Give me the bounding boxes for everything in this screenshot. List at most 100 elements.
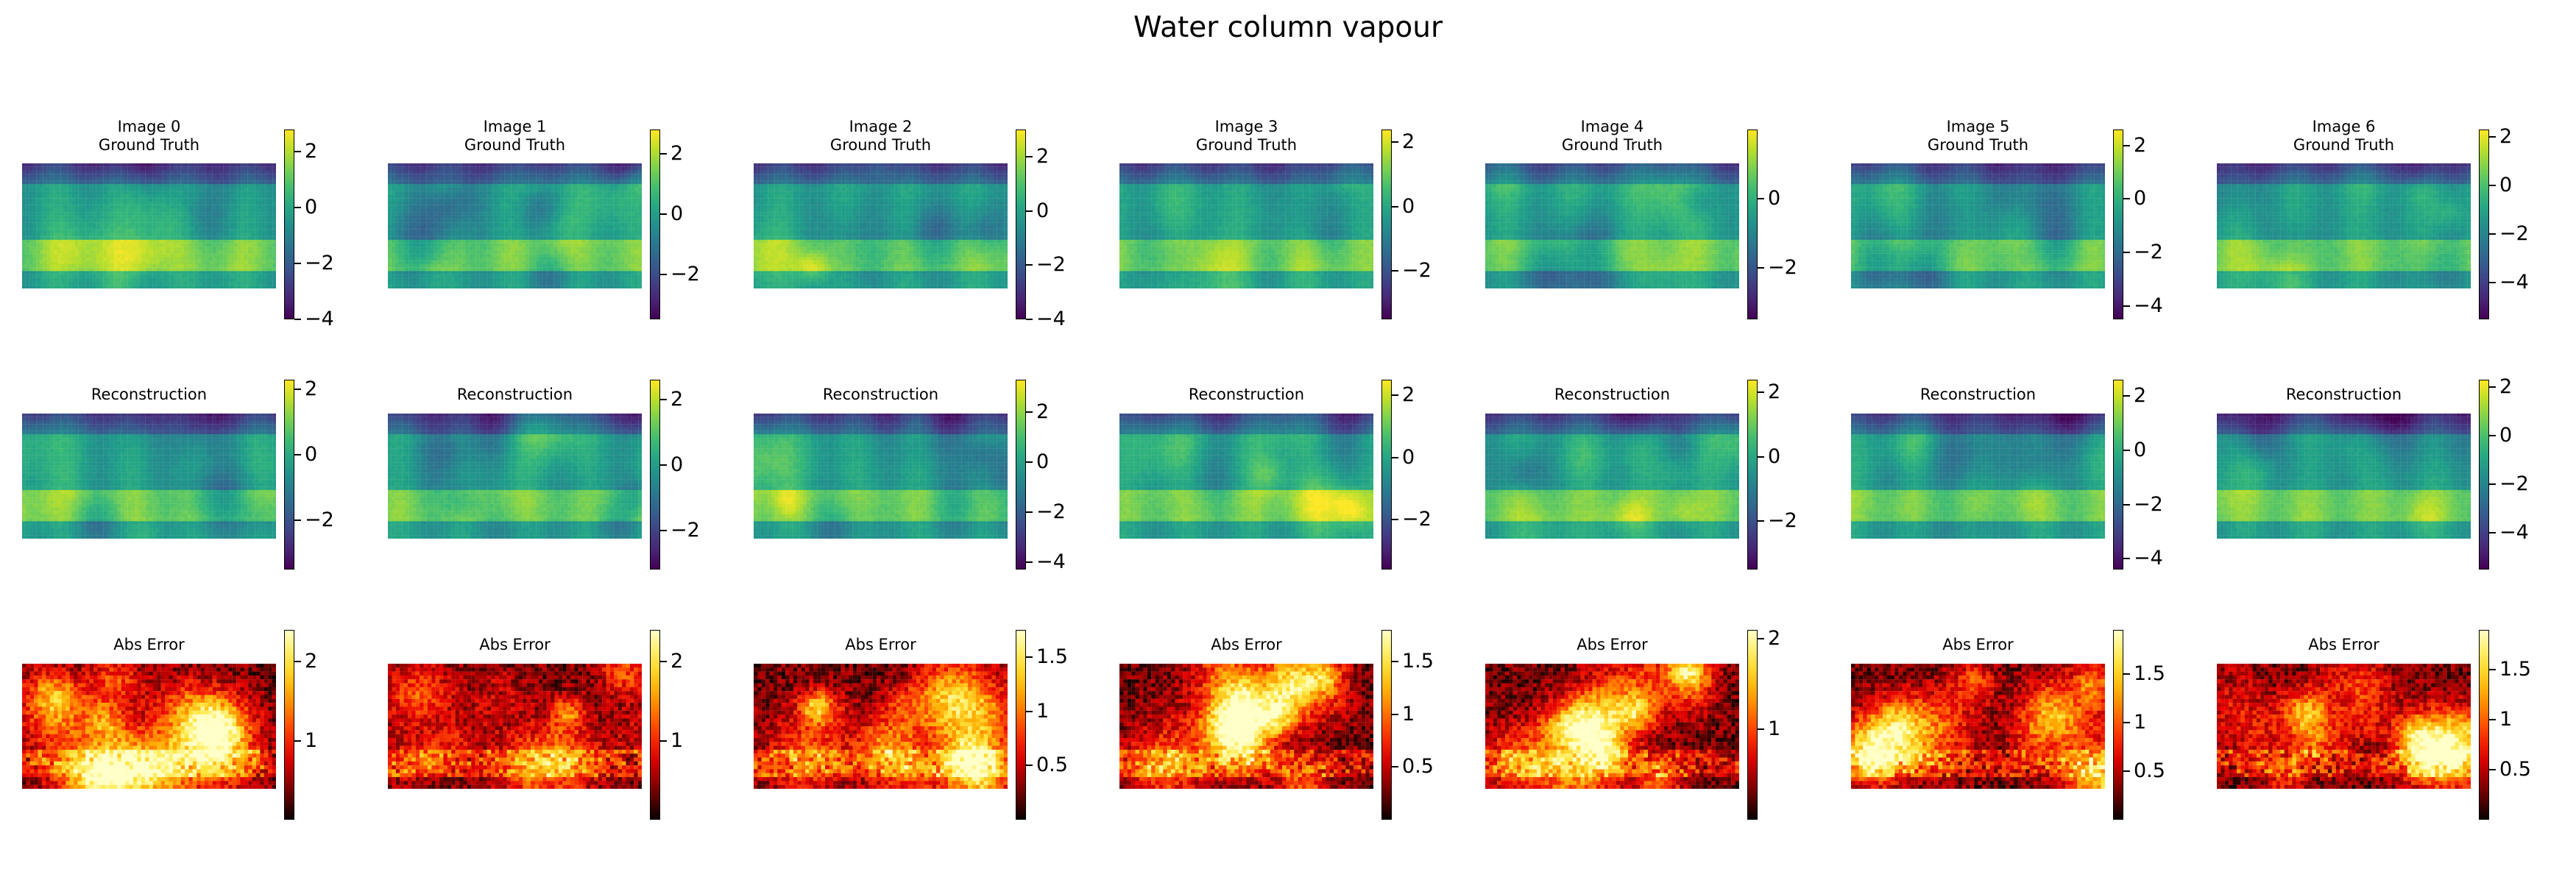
colorbar-tick-label-abs-error-5-1: 1: [2134, 711, 2146, 734]
heatmap-abs-error-4: [1485, 664, 1739, 789]
colorbar-tick-label-ground-truth-0-1: 0: [305, 196, 317, 219]
colorbar-tick-ground-truth-6-2: [2489, 233, 2496, 235]
colorbar-tick-ground-truth-5-0: [2123, 144, 2130, 146]
colorbar-tick-label-reconstruction-5-1: 0: [2134, 439, 2146, 461]
panel-title-ground-truth-6: Image 6 Ground Truth: [2217, 118, 2471, 155]
heatmap-abs-error-3: [1119, 664, 1373, 789]
panel-title-reconstruction-2: Reconstruction: [754, 386, 1008, 404]
colorbar-tick-label-ground-truth-0-2: −2: [305, 252, 334, 274]
colorbar-tick-label-abs-error-3-1: 1: [1402, 703, 1415, 726]
colorbar-tick-label-reconstruction-2-3: −4: [1036, 550, 1066, 573]
colorbar-tick-label-reconstruction-0-1: 0: [305, 444, 317, 466]
colorbar-ground-truth-1: [650, 130, 660, 319]
colorbar-tick-label-ground-truth-0-3: −4: [305, 308, 334, 330]
colorbar-tick-label-reconstruction-2-1: 0: [1036, 451, 1049, 473]
colorbar-tick-label-abs-error-6-0: 1.5: [2499, 659, 2531, 681]
heatmap-ground-truth-1: [388, 163, 642, 288]
colorbar-tick-abs-error-6-0: [2489, 669, 2496, 671]
heatmap-ground-truth-0: [22, 163, 276, 288]
colorbar-reconstruction-3: [1381, 380, 1392, 570]
colorbar-tick-label-abs-error-2-0: 1.5: [1036, 645, 1068, 668]
colorbar-tick-label-reconstruction-5-2: −2: [2134, 493, 2163, 516]
colorbar-tick-label-reconstruction-0-2: −2: [305, 509, 334, 531]
colorbar-tick-reconstruction-0-2: [294, 519, 301, 522]
colorbar-tick-reconstruction-2-0: [1026, 411, 1033, 414]
colorbar-tick-label-abs-error-1-0: 2: [670, 650, 683, 673]
colorbar-tick-abs-error-0-1: [294, 740, 301, 742]
colorbar-tick-label-ground-truth-3-2: −2: [1402, 260, 1432, 282]
colorbar-tick-ground-truth-2-3: [1026, 319, 1033, 320]
colorbar-abs-error-6: [2479, 630, 2489, 820]
colorbar-tick-ground-truth-5-3: [2123, 305, 2130, 307]
colorbar-tick-reconstruction-1-1: [660, 464, 667, 466]
figure-title: Water column vapour: [0, 10, 2576, 46]
colorbar-tick-label-abs-error-6-1: 1: [2499, 709, 2512, 731]
colorbar-tick-reconstruction-2-1: [1026, 461, 1033, 464]
colorbar-tick-reconstruction-5-3: [2123, 558, 2130, 560]
colorbar-tick-reconstruction-6-0: [2489, 386, 2496, 388]
colorbar-abs-error-3: [1381, 630, 1392, 820]
colorbar-tick-label-ground-truth-5-1: 0: [2134, 188, 2146, 210]
colorbar-tick-reconstruction-5-1: [2123, 449, 2130, 451]
colorbar-tick-label-ground-truth-2-3: −4: [1036, 308, 1066, 330]
colorbar-tick-label-reconstruction-2-0: 2: [1036, 401, 1049, 423]
colorbar-tick-reconstruction-4-2: [1758, 520, 1764, 522]
colorbar-tick-label-ground-truth-6-3: −4: [2499, 272, 2529, 294]
colorbar-ground-truth-5: [2113, 130, 2123, 319]
heatmap-reconstruction-1: [388, 414, 642, 539]
heatmap-abs-error-6: [2217, 664, 2471, 789]
colorbar-tick-reconstruction-3-1: [1392, 456, 1398, 458]
colorbar-tick-label-abs-error-3-2: 0.5: [1402, 756, 1434, 778]
colorbar-abs-error-0: [284, 630, 294, 820]
colorbar-tick-reconstruction-5-2: [2123, 503, 2130, 506]
colorbar-tick-ground-truth-5-2: [2123, 252, 2130, 254]
colorbar-tick-abs-error-5-1: [2123, 721, 2130, 723]
colorbar-tick-abs-error-0-0: [294, 661, 301, 662]
colorbar-tick-label-reconstruction-5-3: −4: [2134, 547, 2163, 570]
colorbar-tick-abs-error-2-1: [1026, 710, 1033, 712]
colorbar-ground-truth-4: [1747, 130, 1758, 319]
colorbar-tick-label-reconstruction-1-0: 2: [670, 388, 683, 411]
panel-title-ground-truth-5: Image 5 Ground Truth: [1851, 118, 2105, 155]
colorbar-tick-label-abs-error-5-0: 1.5: [2134, 662, 2165, 685]
panel-title-ground-truth-1: Image 1 Ground Truth: [388, 118, 642, 155]
heatmap-reconstruction-6: [2217, 414, 2471, 539]
colorbar-tick-abs-error-3-0: [1392, 661, 1398, 662]
colorbar-tick-label-reconstruction-3-2: −2: [1402, 508, 1432, 531]
colorbar-tick-ground-truth-6-0: [2489, 135, 2496, 138]
colorbar-tick-reconstruction-3-2: [1392, 519, 1398, 521]
colorbar-tick-ground-truth-3-0: [1392, 141, 1398, 143]
colorbar-tick-label-ground-truth-0-0: 2: [305, 141, 317, 163]
colorbar-tick-label-ground-truth-1-2: −2: [670, 263, 700, 286]
heatmap-abs-error-5: [1851, 664, 2105, 789]
panel-title-ground-truth-4: Image 4 Ground Truth: [1485, 118, 1739, 155]
colorbar-tick-label-reconstruction-4-0: 2: [1768, 381, 1780, 403]
colorbar-tick-label-reconstruction-4-2: −2: [1768, 510, 1797, 532]
colorbar-tick-label-abs-error-0-0: 2: [305, 650, 317, 673]
colorbar-tick-reconstruction-6-2: [2489, 483, 2496, 486]
colorbar-abs-error-5: [2113, 630, 2123, 820]
colorbar-tick-reconstruction-2-3: [1026, 561, 1033, 563]
colorbar-ground-truth-0: [284, 130, 294, 319]
colorbar-ground-truth-2: [1016, 130, 1026, 319]
panel-title-reconstruction-1: Reconstruction: [388, 386, 642, 404]
colorbar-tick-ground-truth-5-1: [2123, 198, 2130, 200]
colorbar-tick-label-abs-error-1-1: 1: [670, 729, 683, 752]
colorbar-tick-reconstruction-3-0: [1392, 394, 1398, 397]
colorbar-tick-label-ground-truth-2-1: 0: [1036, 199, 1049, 222]
colorbar-tick-label-reconstruction-6-2: −2: [2499, 473, 2529, 495]
colorbar-tick-label-reconstruction-2-2: −2: [1036, 500, 1066, 523]
colorbar-tick-abs-error-5-2: [2123, 770, 2130, 772]
colorbar-tick-abs-error-6-1: [2489, 719, 2496, 721]
colorbar-tick-label-reconstruction-1-2: −2: [670, 519, 700, 542]
colorbar-tick-ground-truth-0-2: [294, 263, 301, 265]
colorbar-tick-label-ground-truth-5-3: −4: [2134, 294, 2163, 317]
colorbar-tick-label-abs-error-2-1: 1: [1036, 700, 1049, 723]
panel-title-abs-error-1: Abs Error: [388, 636, 642, 654]
colorbar-tick-reconstruction-6-1: [2489, 435, 2496, 437]
colorbar-abs-error-1: [650, 630, 660, 820]
colorbar-tick-ground-truth-6-1: [2489, 185, 2496, 187]
colorbar-reconstruction-0: [284, 380, 294, 570]
colorbar-tick-label-reconstruction-6-1: 0: [2499, 425, 2512, 447]
